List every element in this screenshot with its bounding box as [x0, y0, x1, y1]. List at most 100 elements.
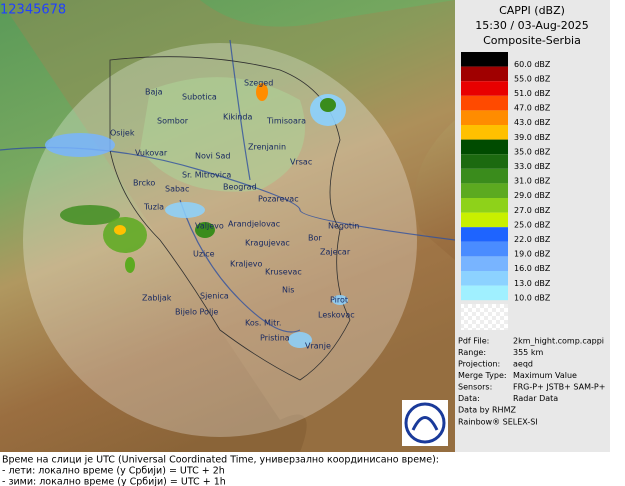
- city-label: Sr. Mitrovica: [182, 171, 231, 180]
- city-label: Leskovac: [318, 311, 355, 320]
- city-label: Brcko: [133, 179, 155, 188]
- footer-line: - лети: локално време (у Србији) = UTC +…: [2, 466, 225, 477]
- panel-time: 15:30 / 03-Aug-2025: [475, 19, 589, 32]
- legend-swatch: [461, 139, 508, 155]
- city-label: Kraljevo: [230, 260, 263, 269]
- legend-swatch: [461, 52, 508, 67]
- city-label: Negotin: [328, 222, 359, 231]
- credit: Rainbow® SELEX-SI: [458, 418, 538, 427]
- city-label: Krusevac: [265, 268, 302, 277]
- legend-label: 22.0 dBZ: [514, 235, 551, 244]
- city-labels: Szeged Baja Subotica Sombor Kikinda Timisoara…: [110, 79, 359, 351]
- legend: 60.0 dBZ 55.0 dBZ 51.0 dBZ 47.0 dBZ 43.0 dBZ…: [461, 52, 551, 302]
- city-label: Baja: [145, 88, 163, 97]
- city-label: Nis: [282, 286, 294, 295]
- city-label: Bijelo Polje: [175, 308, 218, 317]
- info-key: Projection:: [458, 360, 500, 369]
- legend-label: 35.0 dBZ: [514, 147, 551, 156]
- legend-swatch: [461, 241, 508, 257]
- city-label: Vukovar: [135, 149, 168, 158]
- info-value: Radar Data: [513, 394, 558, 403]
- city-label: Novi Sad: [195, 152, 230, 161]
- city-label: Zrenjanin: [248, 143, 286, 152]
- legend-swatch: [461, 125, 508, 140]
- info: Pdf File: 2km_hight.comp.cappi Range: 355 k…: [458, 337, 605, 427]
- city-label: Pirot: [330, 296, 348, 305]
- footer: Време на слици је UTC (Universal Coordin…: [2, 455, 439, 486]
- precip-echoes: [45, 83, 348, 348]
- city-label: Vranje: [305, 342, 331, 351]
- frame-counter: 12345678: [0, 3, 66, 18]
- legend-swatch: [461, 198, 508, 213]
- panel-product: Composite-Serbia: [483, 34, 581, 47]
- legend-swatch: [461, 285, 508, 301]
- city-label: Pozarevac: [258, 195, 299, 204]
- legend-swatch: [461, 256, 508, 271]
- info-key: Pdf File:: [458, 337, 489, 346]
- legend-label: 39.0 dBZ: [514, 133, 551, 142]
- legend-label: 47.0 dBZ: [514, 104, 551, 113]
- legend-label: 43.0 dBZ: [514, 118, 551, 127]
- city-label: Zajecar: [320, 248, 351, 257]
- city-label: Vrsac: [290, 158, 312, 167]
- city-label: Osijek: [110, 129, 135, 138]
- legend-swatch: [461, 212, 508, 228]
- legend-swatch: [461, 154, 508, 169]
- legend-label: 25.0 dBZ: [514, 220, 551, 229]
- footer-line: - зими: локално време (у Србији) = UTC +…: [2, 477, 226, 486]
- info-value: Maximum Value: [513, 371, 577, 380]
- plain: [140, 77, 305, 192]
- borders: [109, 56, 351, 381]
- city-label: Kos. Mitr.: [245, 319, 281, 328]
- city-label: Bor: [308, 234, 322, 243]
- city-label: Uzice: [193, 250, 215, 259]
- city-label: Sjenica: [200, 292, 229, 301]
- info-key: Range:: [458, 348, 486, 357]
- map-terrain: [0, 0, 455, 452]
- legend-label: 29.0 dBZ: [514, 191, 551, 200]
- legend-label: 27.0 dBZ: [514, 206, 551, 215]
- legend-swatch: [461, 66, 508, 82]
- city-label: Sombor: [157, 117, 189, 126]
- city-label: Tuzla: [143, 203, 164, 212]
- info-value: 2km_hight.comp.cappi: [513, 337, 604, 346]
- credit: Data by RHMZ: [458, 406, 516, 415]
- legend-label: 19.0 dBZ: [514, 250, 551, 259]
- info-key: Data:: [458, 394, 480, 403]
- city-label: Pristina: [260, 334, 290, 343]
- city-label: Szeged: [244, 79, 273, 88]
- city-label: Beograd: [223, 183, 257, 192]
- city-label: Valjevo: [195, 222, 224, 231]
- legend-swatch: [461, 168, 508, 184]
- legend-label: 55.0 dBZ: [514, 74, 551, 83]
- legend-label: 60.0 dBZ: [514, 60, 551, 69]
- legend-label: 33.0 dBZ: [514, 162, 551, 171]
- info-value: FRG-P+ JSTB+ SAM-P+: [513, 383, 605, 392]
- legend-swatch: [461, 81, 508, 96]
- city-label: Zabljak: [142, 294, 172, 303]
- info-value: aeqd: [513, 360, 533, 369]
- city-label: Sabac: [165, 185, 189, 194]
- legend-label: 51.0 dBZ: [514, 89, 551, 98]
- logo: [402, 400, 448, 446]
- city-label: Kikinda: [223, 113, 252, 122]
- legend-label: 10.0 dBZ: [514, 293, 551, 302]
- legend-swatch: [461, 227, 508, 242]
- info-key: Merge Type:: [458, 371, 507, 380]
- info-key: Sensors:: [458, 383, 492, 392]
- city-label: Arandjelovac: [228, 220, 280, 229]
- city-label: Kragujevac: [245, 239, 290, 248]
- legend-swatch: [461, 183, 508, 198]
- legend-label: 16.0 dBZ: [514, 264, 551, 273]
- legend-label: 13.0 dBZ: [514, 279, 551, 288]
- footer-line: Време на слици је UTC (Universal Coordin…: [2, 455, 439, 466]
- legend-swatch: [461, 110, 508, 125]
- legend-swatch: [461, 95, 508, 111]
- no-data-swatch: [461, 304, 508, 330]
- info-value: 355 km: [513, 348, 543, 357]
- panel-title: CAPPI (dBZ): [499, 4, 565, 17]
- legend-swatch: [461, 271, 508, 286]
- radar-range: [23, 43, 417, 437]
